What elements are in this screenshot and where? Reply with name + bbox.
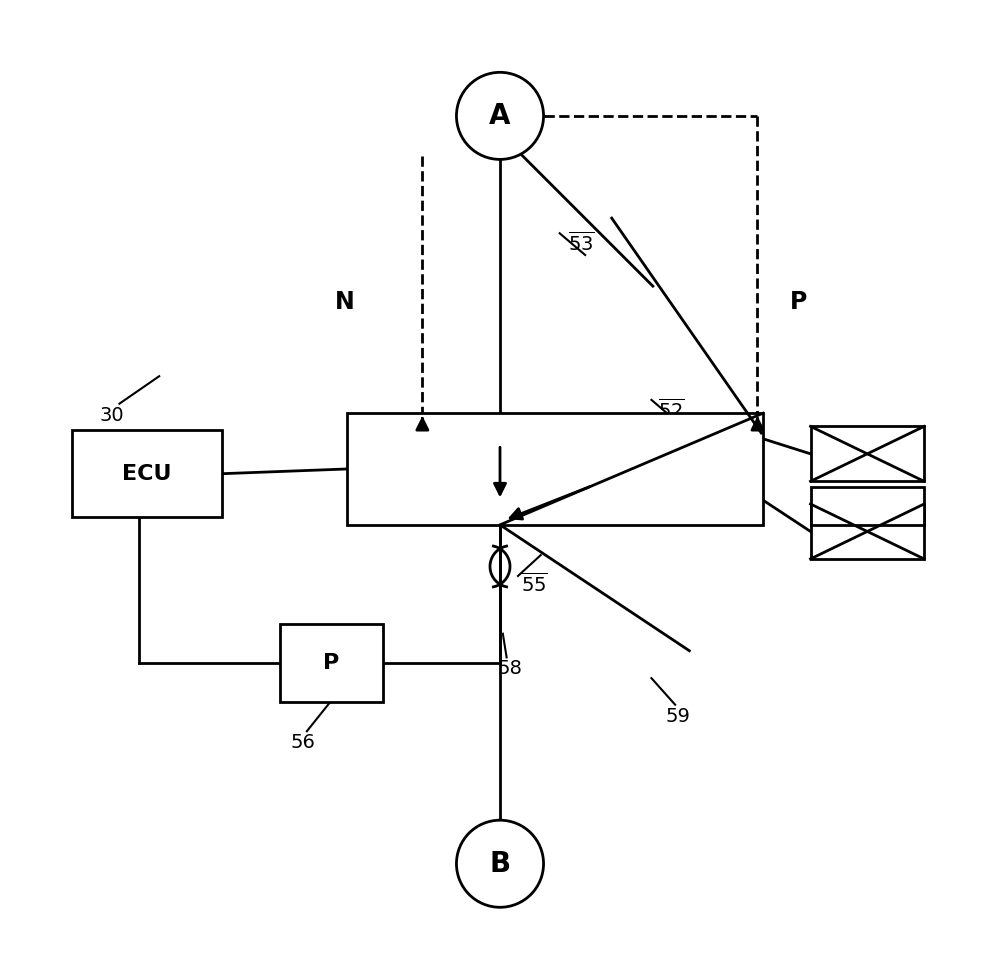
Bar: [280, 625, 383, 702]
Bar: [811, 504, 924, 559]
Text: A: A: [489, 102, 511, 130]
Text: $\overline{52}$: $\overline{52}$: [658, 397, 685, 421]
Text: 59: 59: [666, 707, 690, 726]
Text: B: B: [489, 850, 511, 878]
Text: P: P: [790, 290, 807, 314]
Bar: [811, 426, 924, 481]
Text: ECU: ECU: [122, 464, 172, 484]
Circle shape: [456, 820, 544, 907]
Bar: [811, 487, 924, 525]
Bar: [72, 430, 222, 518]
Circle shape: [456, 73, 544, 159]
Text: $\overline{55}$: $\overline{55}$: [521, 572, 548, 595]
Bar: [347, 414, 763, 525]
Text: N: N: [335, 290, 355, 314]
Text: 58: 58: [497, 659, 522, 678]
Text: 30: 30: [100, 406, 124, 425]
Text: P: P: [323, 653, 340, 673]
Text: 56: 56: [291, 733, 316, 753]
Text: $\overline{53}$: $\overline{53}$: [568, 231, 595, 255]
